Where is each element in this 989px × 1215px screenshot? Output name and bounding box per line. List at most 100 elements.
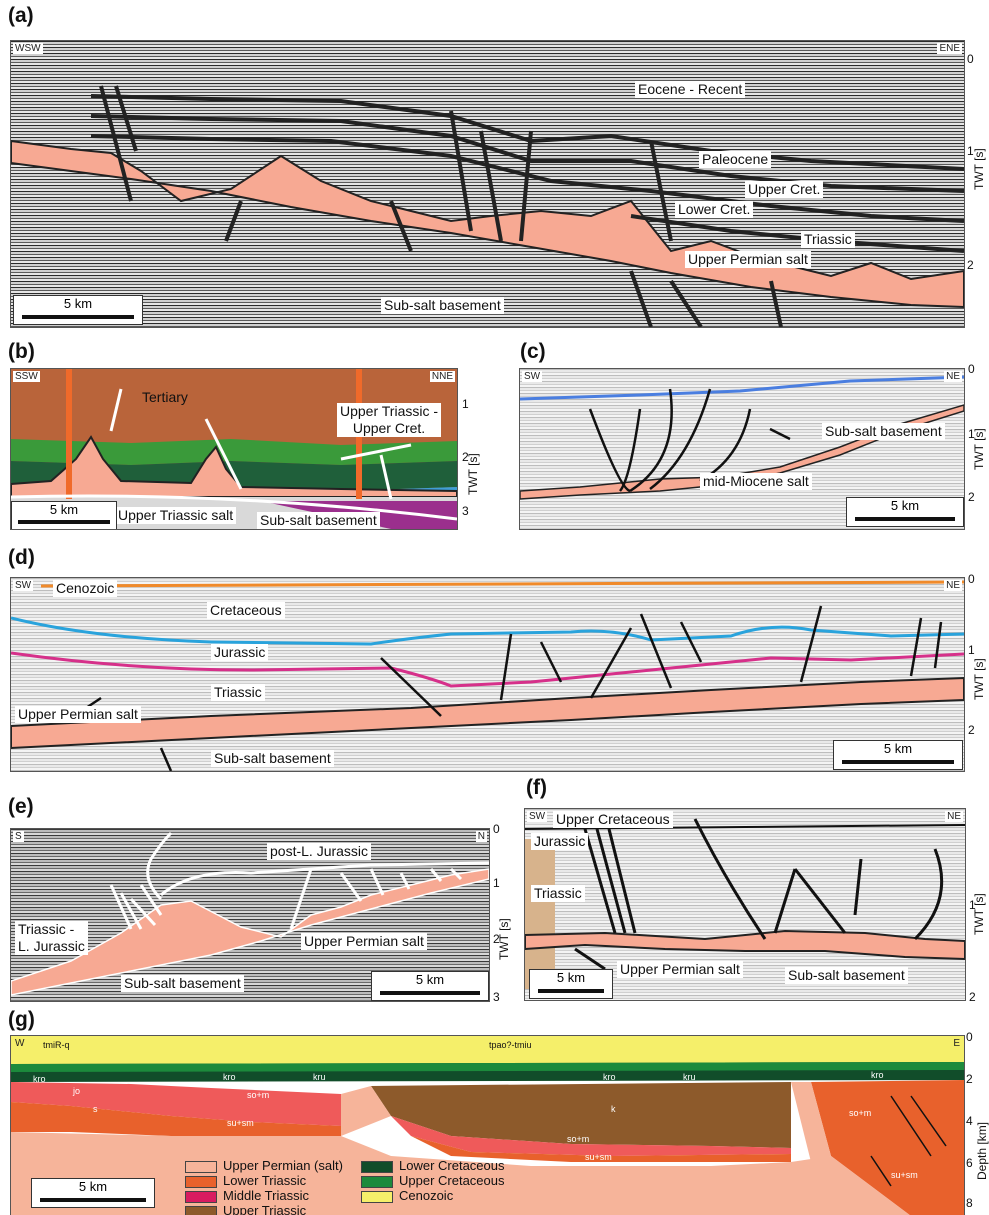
panel-g-scale-bar: 5 km [31, 1178, 155, 1208]
panel-g-code-kro: kro [33, 1074, 46, 1084]
panel-g-dir-left: W [15, 1038, 25, 1049]
panel-e-fault [109, 884, 133, 930]
panel-c-fault [629, 388, 673, 493]
panel-d-tick: 1 [968, 643, 975, 657]
legend-swatch [361, 1160, 393, 1173]
scale-bar-label: 5 km [890, 498, 920, 513]
panel-c-axis-title: TWT [s] [972, 428, 986, 470]
panel-e-salt-body [11, 868, 489, 996]
legend-swatch [185, 1205, 217, 1215]
panel-a-fault [389, 200, 413, 252]
panel-e-fault [119, 892, 143, 930]
panel-f-scale-bar: 5 km [529, 969, 613, 999]
panel-e-fault [146, 831, 173, 901]
panel-g-code-k: k [611, 1104, 616, 1114]
panel-c-fault [769, 427, 791, 441]
panel-f-fault [607, 828, 637, 934]
panel-b-label-tertiary: Tertiary [142, 389, 188, 405]
panel-d-dir-left: SW [13, 580, 34, 591]
panel-g-middle-triassic [11, 1082, 341, 1126]
panel-g-upper-triassic [371, 1082, 791, 1148]
panel-g-code-kro: kro [223, 1072, 236, 1082]
panel-d-fault [159, 747, 173, 771]
panel-g-salt-wall [341, 1086, 391, 1136]
panel-f-section: SW NE Upper Cretaceous Jurassic Triassic… [524, 808, 966, 1001]
panel-g-code-tpao: tpao?-tmiu [489, 1040, 532, 1050]
panel-a-fault [114, 85, 138, 152]
panel-g-middle-triassic-2 [391, 1116, 791, 1156]
panel-a-fault [519, 130, 533, 242]
panel-d-fault [909, 617, 923, 677]
panel-a-horizon [90, 134, 964, 223]
panel-c-fault [618, 408, 642, 492]
panel-f-fault [853, 858, 863, 916]
panel-g-tick: 8 [966, 1196, 973, 1210]
panel-a-scale-bar: 5 km [13, 295, 143, 325]
panel-g-cenozoic [11, 1036, 964, 1064]
panel-f-fault [693, 818, 767, 940]
panel-c-fault [699, 408, 752, 483]
scale-bar-label: 5 km [415, 972, 445, 987]
panel-g-fault [910, 1095, 947, 1147]
legend-item: Upper Permian (salt) [185, 1159, 343, 1173]
panel-a-label-paleocene: Paleocene [699, 151, 772, 168]
panel-g-tick: 0 [966, 1030, 973, 1044]
panel-e-fault [339, 872, 363, 902]
panel-a-fault [769, 280, 783, 327]
panel-c-label-basement: Sub-salt basement [822, 423, 945, 440]
panel-g-code-jo: jo [73, 1086, 81, 1096]
panel-f-salt-body [525, 929, 965, 961]
panel-d-label-salt: Upper Permian salt [15, 706, 141, 723]
panel-d-fault [499, 633, 513, 701]
panel-e-scale-bar: 5 km [371, 971, 489, 1001]
scale-bar-line [855, 517, 955, 521]
panel-e-axis-title: TWT [s] [497, 918, 511, 960]
panel-a-fault [99, 85, 133, 202]
panel-e-fault [289, 868, 313, 930]
panel-c-tick: 1 [968, 427, 975, 441]
panel-b-tick: 2 [462, 450, 469, 464]
panel-d-label-cenozoic: Cenozoic [53, 580, 118, 597]
panel-f-letter: (f) [526, 776, 547, 799]
legend-item: Middle Triassic [185, 1189, 309, 1203]
panel-c-fault [588, 408, 631, 493]
panel-e-dir-right: N [475, 831, 487, 842]
panel-e-tick: 3 [493, 990, 500, 1004]
scale-bar-label: 5 km [883, 741, 913, 756]
panel-d-tick: 0 [968, 572, 975, 586]
panel-a-letter: (a) [8, 4, 34, 27]
panel-f-label-basement: Sub-salt basement [785, 967, 908, 984]
panel-g-code-su-sm: su+sm [227, 1118, 254, 1128]
legend-swatch [361, 1190, 393, 1203]
panel-f-dir-left: SW [527, 811, 548, 822]
scale-bar-line [380, 991, 480, 995]
panel-e-label-postlj: post-L. Jurassic [267, 843, 372, 860]
panel-f-label-ucret: Upper Cretaceous [553, 811, 673, 828]
panel-g-axis-title: Depth [km] [975, 1121, 989, 1180]
panel-g-lower-triassic-2 [411, 1136, 791, 1162]
panel-e-label-tri-lj: Triassic - L. Jurassic [15, 921, 88, 955]
panel-g-tick: 4 [966, 1114, 973, 1128]
panel-f-horizon [525, 824, 965, 830]
panel-d-label-cretaceous: Cretaceous [207, 602, 285, 619]
legend-item: Lower Triassic [185, 1174, 306, 1188]
panel-d-label-jurassic: Jurassic [211, 644, 269, 661]
legend-item: Cenozoic [361, 1189, 453, 1203]
panel-c-label-salt: mid-Miocene salt [700, 473, 812, 490]
panel-c-scale-bar: 5 km [846, 497, 964, 527]
scale-bar-label: 5 km [78, 1179, 108, 1194]
panel-f-fault [595, 828, 627, 934]
panel-a-label-upper-cret: Upper Cret. [745, 181, 824, 198]
legend-swatch [361, 1175, 393, 1188]
panel-a-fault [669, 279, 703, 327]
panel-f-fault [574, 947, 606, 971]
panel-g-code-so-m: so+m [849, 1108, 872, 1118]
panel-a-label-eocene: Eocene - Recent [635, 81, 746, 98]
panel-a-dir-right: ENE [937, 43, 962, 54]
panel-d-section: SW NE Cenozoic Cretaceous Jurassic Trias… [10, 577, 965, 772]
panel-g-code-s: s [93, 1104, 98, 1114]
panel-a-label-triassic: Triassic [801, 231, 855, 248]
panel-a-horizon [630, 214, 964, 253]
panel-g-code-kro: kro [603, 1072, 616, 1082]
